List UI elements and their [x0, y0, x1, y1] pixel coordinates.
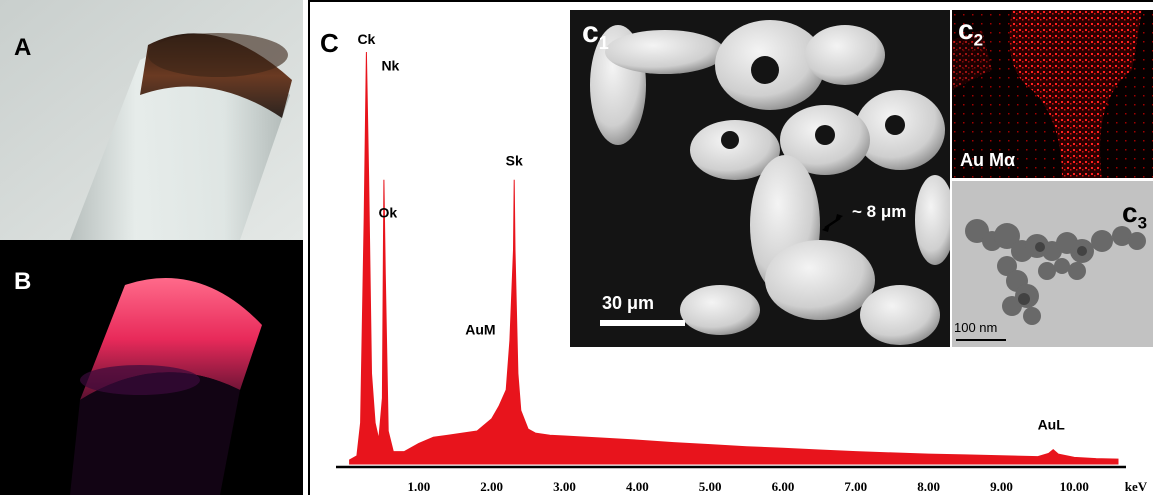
- vial-uv-image: [0, 240, 303, 495]
- photo-vial-daylight: A: [0, 0, 303, 240]
- x-tick-label: 1.00: [407, 479, 430, 494]
- peak-label-nk: Nk: [381, 57, 399, 73]
- photo-vial-uv: B: [0, 240, 303, 495]
- panel-c2-label: c2: [958, 14, 984, 50]
- sem-scale-bar-label: 30 μm: [602, 293, 655, 313]
- x-tick-label: 10.00: [1060, 479, 1089, 494]
- x-tick-label: 3.00: [553, 479, 576, 494]
- x-tick-label: 4.00: [626, 479, 649, 494]
- peak-labels: Ck Nk Ok Sk AuM AuL: [357, 31, 1065, 433]
- peak-label-aul: AuL: [1038, 417, 1066, 433]
- x-tick-label: 6.00: [772, 479, 795, 494]
- spectrum-layer: [349, 51, 1119, 465]
- au-map-label: Au Mα: [960, 150, 1016, 170]
- panel-a-label: A: [14, 34, 32, 61]
- vial-daylight-image: [0, 0, 303, 240]
- au-element-map-inset: c2 Au Mα: [952, 10, 1153, 178]
- x-tick-label: 9.00: [990, 479, 1013, 494]
- au-element-map-image: [952, 10, 1153, 178]
- x-tick-label: 2.00: [480, 479, 503, 494]
- x-tick-label: 5.00: [699, 479, 722, 494]
- sem-image-inset: c1 ~ 8 μm 30 μm: [570, 10, 950, 347]
- tem-particles-image: [952, 181, 1153, 347]
- tem-scale-bar: [956, 339, 1006, 341]
- tem-image-inset: c3 100 nm: [952, 181, 1153, 347]
- peak-label-ok: Ok: [379, 205, 398, 221]
- tem-scale-bar-label: 100 nm: [954, 320, 998, 335]
- panel-c-label: C: [320, 28, 339, 58]
- panel-b-label: B: [14, 268, 32, 295]
- spectrum-series-0: [349, 51, 1119, 465]
- x-tick-label: 8.00: [917, 479, 940, 494]
- sem-microstructure-image: [570, 10, 950, 347]
- panel-c1-label: c1: [582, 16, 609, 53]
- peak-label-ck: Ck: [357, 31, 375, 47]
- panel-c3-label: c3: [1122, 197, 1148, 233]
- x-tick-label: 7.00: [844, 479, 867, 494]
- peak-label-sk: Sk: [506, 153, 523, 169]
- x-tick-labels: 1.00 2.00 3.00 4.00 5.00 6.00 7.00 8.00 9.00 10.0…: [407, 479, 1088, 494]
- size-annotation: ~ 8 μm: [852, 202, 907, 221]
- sem-scale-bar: [600, 320, 685, 326]
- peak-label-aum: AuM: [465, 322, 495, 338]
- x-axis-unit-label: keV: [1125, 479, 1148, 494]
